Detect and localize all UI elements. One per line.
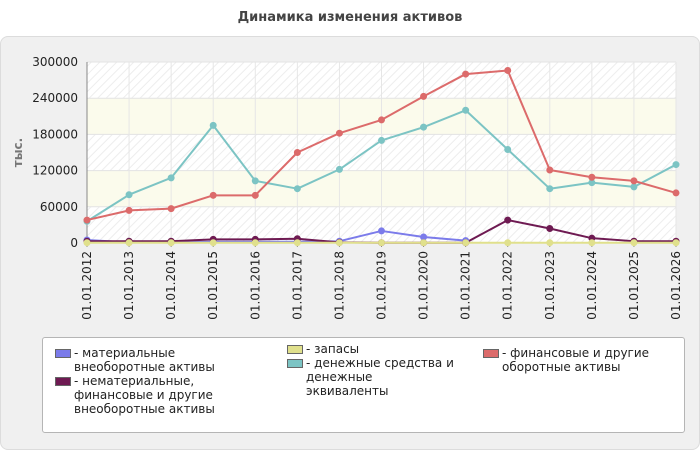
- data-point-series-4: [251, 177, 259, 185]
- data-point-series-3: [378, 239, 385, 247]
- legend-swatch: [55, 377, 71, 386]
- data-point-series-4: [420, 123, 428, 131]
- y-tick-label: 0: [70, 236, 78, 250]
- legend-item-2: - нематериальные, финансовые и другие вн…: [55, 374, 255, 416]
- legend-item-1: - материальные внеоборотные активы: [55, 346, 255, 374]
- data-point-series-3: [546, 239, 554, 247]
- x-tick-label: 01.01.2016: [248, 251, 262, 320]
- x-tick-label: 01.01.2023: [543, 251, 557, 320]
- x-tick-label: 01.01.2024: [585, 251, 599, 320]
- chart-title: Динамика изменения активов: [237, 10, 463, 25]
- data-point-series-4: [546, 185, 554, 193]
- data-point-series-4: [209, 121, 217, 129]
- legend-label: - нематериальные, финансовые и другие вн…: [74, 374, 215, 416]
- data-point-series-1: [378, 227, 385, 235]
- data-point-series-3: [251, 239, 259, 247]
- data-point-series-5: [209, 191, 217, 199]
- data-point-series-5: [125, 206, 133, 214]
- legend-label: - материальные внеоборотные активы: [74, 346, 215, 374]
- data-point-series-3: [672, 239, 680, 247]
- x-tick-label: 01.01.2021: [459, 251, 473, 320]
- data-point-series-5: [420, 92, 428, 100]
- x-tick-label: 01.01.2014: [164, 251, 178, 320]
- y-tick-label: 60000: [40, 200, 78, 214]
- data-point-series-3: [420, 239, 428, 247]
- y-tick-label: 300000: [32, 55, 78, 69]
- data-point-series-5: [83, 216, 91, 224]
- data-point-series-3: [630, 239, 638, 247]
- data-point-series-3: [293, 239, 301, 247]
- x-tick-label: 01.01.2025: [627, 251, 641, 320]
- data-point-series-5: [504, 66, 512, 74]
- data-point-series-5: [588, 173, 596, 181]
- legend-swatch: [483, 349, 499, 358]
- data-point-series-4: [504, 145, 512, 153]
- x-tick-label: 01.01.2026: [669, 251, 683, 320]
- data-point-series-2: [546, 225, 554, 233]
- x-tick-label: 01.01.2020: [417, 251, 431, 320]
- data-point-series-3: [167, 239, 175, 247]
- data-point-series-5: [630, 177, 638, 185]
- data-point-series-5: [293, 149, 301, 156]
- data-point-series-5: [167, 205, 175, 213]
- data-point-series-4: [630, 183, 638, 191]
- legend-label: - запасы: [306, 342, 360, 356]
- x-tick-label: 01.01.2015: [206, 251, 220, 320]
- x-tick-label: 01.01.2018: [332, 251, 346, 320]
- legend-item-4: - денежные средства и денежные эквивален…: [287, 356, 457, 398]
- legend-item-5: - финансовые и другие оборотные активы: [483, 346, 673, 374]
- data-point-series-5: [462, 70, 470, 78]
- y-tick-label: 180000: [32, 127, 78, 141]
- data-point-series-5: [335, 129, 343, 137]
- data-point-series-4: [293, 185, 301, 193]
- data-point-series-4: [378, 136, 385, 144]
- data-point-series-3: [335, 239, 343, 247]
- data-point-series-4: [167, 174, 175, 182]
- data-point-series-4: [125, 191, 133, 199]
- y-tick-label: 240000: [32, 91, 78, 105]
- x-tick-label: 01.01.2012: [80, 251, 94, 320]
- data-point-series-3: [504, 239, 512, 247]
- data-point-series-3: [588, 239, 596, 247]
- legend-item-3: - запасы: [287, 342, 457, 356]
- data-point-series-5: [378, 116, 385, 124]
- data-point-series-3: [209, 239, 217, 247]
- y-axis-label: тыс.: [11, 138, 25, 167]
- x-tick-label: 01.01.2017: [290, 251, 304, 320]
- data-point-series-3: [462, 239, 470, 247]
- data-point-series-5: [251, 191, 259, 199]
- legend-label: - денежные средства и денежные эквивален…: [306, 356, 454, 398]
- legend-swatch: [287, 359, 303, 368]
- data-point-series-4: [462, 106, 470, 114]
- data-point-series-4: [335, 165, 343, 173]
- legend-label: - финансовые и другие оборотные активы: [502, 346, 650, 374]
- data-point-series-2: [504, 216, 512, 224]
- legend-swatch: [55, 349, 71, 358]
- data-point-series-5: [546, 166, 554, 174]
- data-point-series-3: [125, 239, 133, 247]
- legend-swatch: [287, 345, 303, 354]
- data-point-series-4: [672, 161, 680, 169]
- x-tick-label: 01.01.2019: [375, 251, 389, 320]
- x-tick-label: 01.01.2013: [122, 251, 136, 320]
- chart-legend: - материальные внеоборотные активы - нема…: [42, 337, 685, 433]
- data-point-series-3: [83, 239, 91, 247]
- data-point-series-1: [420, 233, 428, 241]
- x-tick-label: 01.01.2022: [501, 251, 515, 320]
- y-tick-label: 120000: [32, 164, 78, 178]
- data-point-series-5: [672, 189, 680, 197]
